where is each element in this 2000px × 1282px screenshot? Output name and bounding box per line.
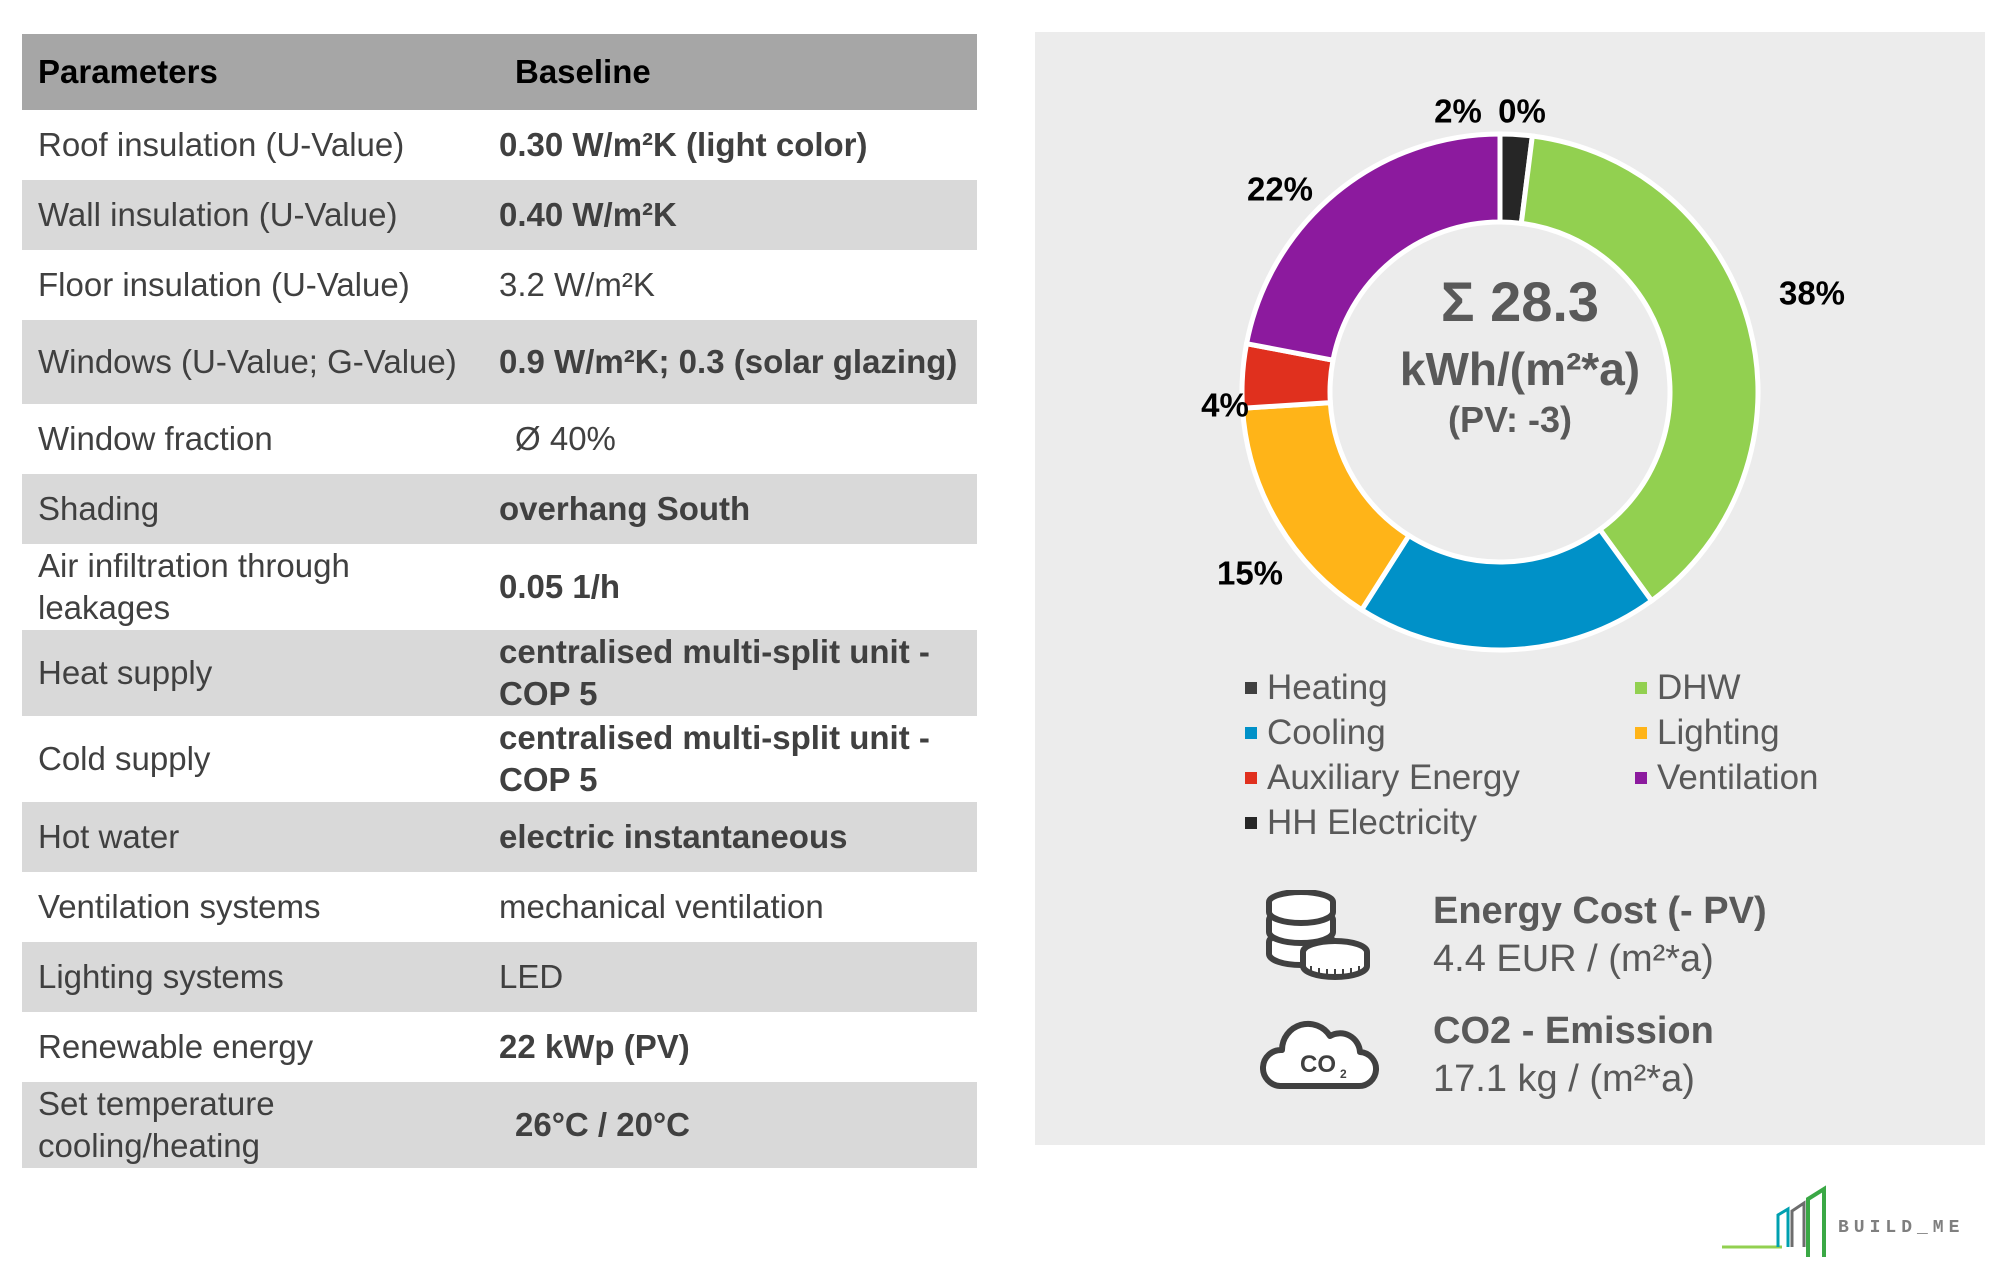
table-row: Floor insulation (U-Value) 3.2 W/m²K [22, 250, 977, 320]
parameters-table: Parameters Baseline Roof insulation (U-V… [22, 34, 977, 1168]
parameter-name: Hot water [38, 818, 180, 855]
legend-swatch [1635, 727, 1647, 739]
energy-donut-chart: 2% 0% 38% 19% 15% 4% 22% Σ 28.3 kWh/(m²*a) (PV… [1201, 93, 1845, 662]
legend-item-lighting: Lighting [1635, 713, 1780, 753]
header-baseline: Baseline [515, 53, 651, 90]
parameter-value: 22 kWp (PV) [499, 1028, 690, 1065]
legend-item-heating: Heating [1245, 668, 1388, 708]
parameter-name: Cold supply [38, 740, 211, 777]
table-row: Wall insulation (U-Value) 0.40 W/m²K [22, 180, 977, 250]
legend-label: DHW [1657, 668, 1741, 707]
legend-swatch [1245, 772, 1257, 784]
parameter-name: Floor insulation (U-Value) [38, 266, 410, 303]
table-row: Lighting systems LED [22, 942, 977, 1012]
slice-cooling [1358, 526, 1656, 653]
co2-emission-title: CO2 - Emission [1433, 1010, 1714, 1052]
header-parameters: Parameters [38, 53, 218, 90]
parameter-name: Heat supply [38, 654, 213, 691]
parameter-name: Roof insulation (U-Value) [38, 126, 405, 163]
pct-label-heating: 0% [1498, 93, 1546, 130]
legend-item-auxiliary-energy: Auxiliary Energy [1245, 758, 1520, 798]
legend-swatch [1635, 772, 1647, 784]
table-row: Window fraction Ø 40% [22, 404, 977, 474]
legend-swatch [1245, 727, 1257, 739]
energy-cost-value: 4.4 EUR / (m²*a) [1433, 938, 1714, 980]
parameter-value: centralised multi-split unit - COP 5 [499, 719, 930, 798]
legend-item-dhw: DHW [1635, 668, 1741, 708]
center-sum: Σ 28.3 [1441, 270, 1599, 333]
legend-swatch [1245, 817, 1257, 829]
parameter-name: Renewable energy [38, 1028, 314, 1065]
table-row: Hot water electric instantaneous [22, 802, 977, 872]
table-row: Renewable energy 22 kWp (PV) [22, 1012, 977, 1082]
pct-label-auxiliary-energy: 4% [1201, 387, 1249, 424]
legend-swatch [1635, 682, 1647, 694]
svg-text:2: 2 [1340, 1067, 1347, 1081]
parameter-value: mechanical ventilation [499, 888, 824, 925]
parameter-name: Ventilation systems [38, 888, 321, 925]
slice-ventilation [1243, 131, 1503, 364]
table-row: Cold supply centralised multi-split unit … [22, 716, 977, 802]
legend-label: HH Electricity [1267, 803, 1478, 842]
legend-label: Heating [1267, 668, 1388, 707]
parameter-name: Air infiltration through leakages [38, 547, 350, 626]
parameter-value: 0.40 W/m²K [499, 196, 677, 233]
pct-label-ventilation: 22% [1247, 171, 1313, 208]
parameter-value: LED [499, 958, 564, 995]
table-row: Roof insulation (U-Value) 0.30 W/m²K (lig… [22, 110, 977, 180]
pct-label-cooling: 19% [1429, 659, 1495, 662]
pct-label-lighting: 15% [1217, 555, 1283, 592]
parameter-name: Shading [38, 490, 160, 527]
table-header: Parameters Baseline [22, 34, 977, 110]
parameter-value: Ø 40% [515, 420, 616, 457]
table-row: Heat supply centralised multi-split unit … [22, 630, 977, 716]
parameter-value: 3.2 W/m²K [499, 266, 655, 303]
co2-cloud-icon: CO 2 [1260, 1020, 1379, 1090]
legend-item-cooling: Cooling [1245, 713, 1386, 753]
table-row: Air infiltration through leakages 0.05 1/… [22, 544, 977, 630]
table-row: Ventilation systems mechanical ventilatio… [22, 872, 977, 942]
co2-emission-value: 17.1 kg / (m²*a) [1433, 1058, 1695, 1100]
parameter-value: 0.05 1/h [499, 568, 621, 605]
parameter-name: Set temperature cooling/heating [38, 1085, 275, 1164]
energy-cost-title: Energy Cost (- PV) [1433, 890, 1767, 932]
table-row: Shading overhang South [22, 474, 977, 544]
legend-swatch [1245, 682, 1257, 694]
build-me-logo [1722, 1185, 1826, 1257]
parameter-value: overhang South [499, 490, 751, 527]
table-row: Windows (U-Value; G-Value) 0.9 W/m²K; 0.3… [22, 320, 977, 404]
legend-label: Cooling [1267, 713, 1386, 752]
logo-text: BUILD_ME [1838, 1218, 1965, 1238]
parameter-value: centralised multi-split unit - COP 5 [499, 633, 930, 712]
parameter-name: Windows (U-Value; G-Value) [38, 343, 457, 380]
slice-dhw [1518, 133, 1761, 605]
legend-item-hh-electricity: HH Electricity [1245, 803, 1477, 843]
coins-icon [1266, 890, 1370, 980]
parameter-name: Window fraction [38, 420, 273, 457]
parameter-value: 0.9 W/m²K; 0.3 (solar glazing) [499, 343, 958, 380]
center-pv: (PV: -3) [1448, 399, 1572, 440]
pct-label-hh-electricity: 2% [1434, 93, 1482, 130]
legend-label: Ventilation [1657, 758, 1819, 797]
parameter-value: electric instantaneous [499, 818, 848, 855]
table-row: Set temperature cooling/heating 26°C / 20… [22, 1082, 977, 1168]
legend-label: Auxiliary Energy [1267, 758, 1520, 797]
parameter-value: 26°C / 20°C [515, 1106, 690, 1143]
parameter-name: Lighting systems [38, 958, 284, 995]
svg-text:CO: CO [1300, 1051, 1336, 1078]
parameter-name: Wall insulation (U-Value) [38, 196, 398, 233]
legend-item-ventilation: Ventilation [1635, 758, 1819, 798]
parameter-value: 0.30 W/m²K (light color) [499, 126, 868, 163]
center-unit: kWh/(m²*a) [1400, 343, 1640, 395]
energy-panel: 2% 0% 38% 19% 15% 4% 22% Σ 28.3 kWh/(m²*a) (PV… [1035, 32, 1985, 1145]
legend-label: Lighting [1657, 713, 1780, 752]
pct-label-dhw: 38% [1779, 275, 1845, 312]
